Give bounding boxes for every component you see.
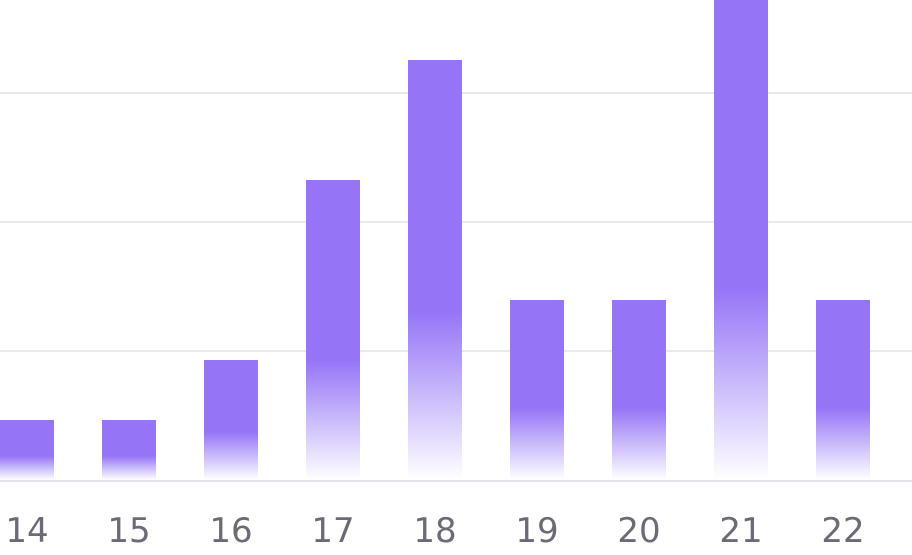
x-axis-tick-labels: 14 15 16 17 18 19 20 21 22	[5, 511, 864, 551]
x-tick-label: 21	[719, 511, 762, 551]
bar-22[interactable]	[816, 300, 870, 480]
bar-14[interactable]	[0, 420, 54, 480]
x-tick-label: 19	[515, 511, 558, 551]
bar-15[interactable]	[102, 420, 156, 480]
bar-18[interactable]	[408, 60, 462, 480]
bar-21[interactable]	[714, 0, 768, 480]
x-tick-label: 20	[617, 511, 660, 551]
bar-19[interactable]	[510, 300, 564, 480]
x-tick-label: 22	[821, 511, 864, 551]
x-tick-label: 18	[413, 511, 456, 551]
bar-20[interactable]	[612, 300, 666, 480]
x-tick-label: 16	[209, 511, 252, 551]
bar-16[interactable]	[204, 360, 258, 480]
x-tick-label: 17	[311, 511, 354, 551]
bars	[0, 0, 870, 480]
x-tick-label: 14	[5, 511, 48, 551]
bar-17[interactable]	[306, 180, 360, 480]
x-tick-label: 15	[107, 511, 150, 551]
